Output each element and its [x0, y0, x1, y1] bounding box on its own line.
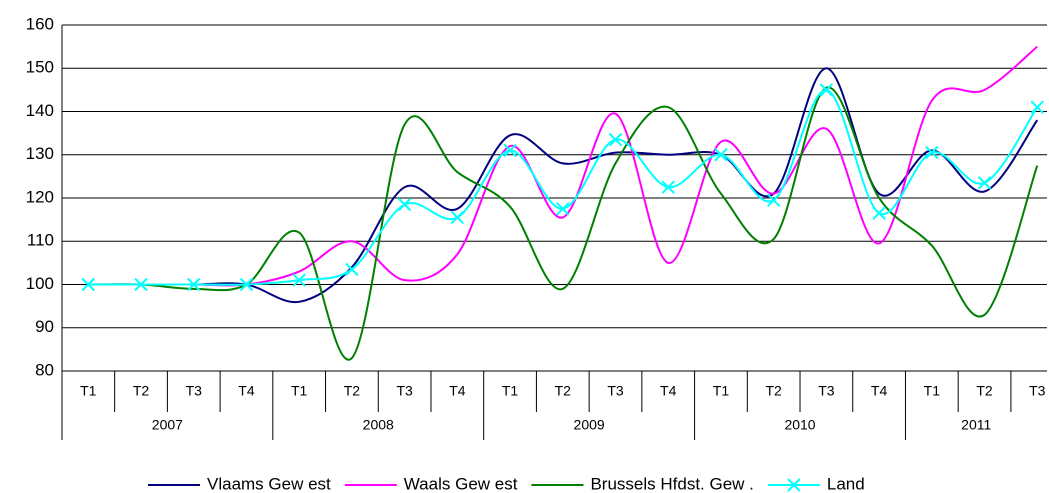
- point-marker: [819, 83, 834, 97]
- y-tick-label: 90: [35, 317, 54, 336]
- point-marker: [1030, 100, 1044, 114]
- y-tick-label: 80: [35, 360, 54, 379]
- point-marker: [397, 197, 412, 212]
- y-tick-label: 160: [26, 14, 54, 33]
- point-marker: [714, 148, 728, 162]
- series-line: [88, 45, 1038, 287]
- point-marker: [661, 180, 675, 194]
- x-group-label: 2008: [363, 417, 394, 433]
- x-tick-label: T3: [607, 383, 624, 399]
- x-group-label: 2011: [961, 417, 991, 433]
- series-line: [88, 67, 1039, 304]
- x-tick-label: T2: [344, 383, 361, 399]
- x-tick-label: T2: [765, 383, 782, 399]
- x-tick-label: T2: [133, 383, 150, 399]
- x-tick-label: T4: [449, 383, 466, 399]
- y-tick-label: 100: [26, 274, 54, 293]
- point-marker: [81, 277, 96, 292]
- legend-label: Brussels Hfdst. Gew .: [590, 474, 753, 493]
- x-tick-label: T4: [871, 383, 888, 399]
- y-tick-label: 150: [26, 58, 54, 77]
- point-marker: [503, 143, 517, 158]
- point-marker: [239, 277, 254, 292]
- y-tick-label: 110: [27, 231, 54, 250]
- x-tick-label: T1: [924, 383, 941, 399]
- x-tick-label: T3: [396, 383, 413, 399]
- x-tick-label: T1: [502, 383, 519, 399]
- x-group-label: 2009: [574, 417, 605, 433]
- x-group-label: 2010: [784, 417, 815, 433]
- point-marker: [345, 262, 359, 277]
- legend-label: Vlaams Gew est: [207, 474, 331, 493]
- x-group-label: 2007: [152, 417, 183, 433]
- legend-label: Waals Gew est: [404, 474, 518, 493]
- y-tick-label: 130: [26, 144, 54, 163]
- x-tick-label: T1: [80, 383, 97, 399]
- x-tick-label: T1: [713, 383, 730, 399]
- x-tick-label: T4: [238, 383, 255, 399]
- x-tick-label: T1: [291, 383, 308, 399]
- x-tick-label: T3: [818, 383, 835, 399]
- point-marker: [925, 145, 939, 160]
- point-marker: [977, 176, 992, 190]
- series-line: [88, 88, 1039, 286]
- point-marker: [556, 202, 570, 216]
- x-tick-label: T4: [660, 383, 677, 399]
- x-tick-label: T3: [1029, 383, 1046, 399]
- point-marker: [187, 277, 201, 292]
- point-marker: [134, 277, 148, 292]
- x-tick-label: T2: [555, 383, 572, 399]
- point-marker: [450, 210, 465, 225]
- series-line: [88, 86, 1039, 361]
- legend-marker: [787, 478, 801, 492]
- point-marker: [292, 273, 306, 287]
- y-tick-label: 140: [26, 101, 54, 120]
- x-tick-label: T3: [186, 383, 203, 399]
- x-tick-label: T2: [976, 383, 993, 399]
- point-marker: [608, 132, 623, 147]
- point-marker: [766, 193, 781, 207]
- point-marker: [872, 206, 886, 220]
- legend-label: Land: [827, 474, 865, 493]
- y-tick-label: 120: [26, 187, 54, 206]
